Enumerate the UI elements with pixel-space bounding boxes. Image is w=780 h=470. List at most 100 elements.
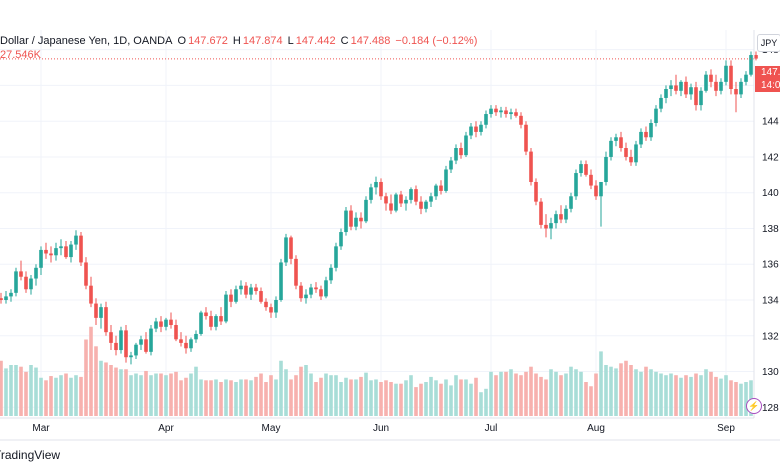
candle [714, 74, 718, 97]
volume-bar [114, 367, 118, 416]
candle-body [554, 214, 558, 224]
volume-bar [224, 379, 228, 416]
tradingview-logo: TradingView [0, 448, 61, 462]
candle [674, 74, 678, 95]
volume-bar [409, 375, 413, 416]
candle-body [279, 262, 283, 300]
candle [314, 282, 318, 293]
candle-body [144, 339, 148, 352]
candle [274, 296, 278, 318]
time-tick-label: Aug [587, 423, 605, 434]
candle-body [469, 126, 473, 136]
candle [309, 283, 313, 299]
candle-body [34, 267, 38, 279]
candle [694, 81, 698, 111]
candle [259, 287, 263, 304]
candle [589, 169, 593, 190]
candle [334, 242, 338, 272]
candle [614, 133, 618, 147]
volume-bar [194, 366, 198, 416]
volume-bar [584, 382, 588, 416]
volume-bar [604, 365, 608, 416]
candle-body [164, 319, 168, 327]
candle-body [474, 126, 478, 132]
volume-bar [349, 379, 353, 416]
candle-body [74, 235, 78, 245]
candle-body [749, 55, 753, 75]
candle-body [739, 81, 743, 95]
candle [299, 282, 303, 302]
price-axis: 148146144142140138136134132130128 [762, 45, 779, 414]
candle-body [419, 201, 423, 209]
candle [419, 196, 423, 215]
candle-body [649, 122, 653, 138]
volume-bar [134, 373, 138, 416]
volume-bar [424, 382, 428, 416]
candle [64, 240, 68, 259]
candle-body [504, 110, 508, 115]
candle-body [254, 287, 258, 292]
candle-body [179, 339, 183, 343]
volume-bar [29, 365, 33, 416]
candle [439, 180, 443, 195]
candle [109, 325, 113, 351]
candle-body [349, 210, 353, 227]
volume-bar [154, 373, 158, 416]
candle [39, 246, 43, 275]
price-tick-label: 144 [762, 117, 779, 128]
candle [664, 85, 668, 104]
candle [129, 351, 133, 365]
candle [244, 282, 248, 299]
candle-body [29, 278, 33, 290]
candle [504, 106, 508, 118]
candle [349, 205, 353, 231]
candle-body [284, 237, 288, 263]
currency-button[interactable]: JPY [757, 34, 780, 52]
candle [519, 112, 523, 129]
candle [739, 78, 743, 98]
candle [744, 71, 748, 86]
candle [174, 319, 178, 342]
candle [749, 51, 753, 77]
candle [489, 105, 493, 118]
volume-bar [429, 376, 433, 416]
lightning-icon[interactable]: ⚡ [746, 398, 762, 414]
volume-bar [89, 326, 93, 416]
candle [319, 285, 323, 300]
candle-body [704, 74, 708, 91]
volume-bar [9, 365, 13, 416]
volume-bar [614, 368, 618, 416]
volume-bar [384, 380, 388, 416]
candle [219, 307, 223, 326]
time-tick-label: Jul [485, 423, 498, 434]
candle [479, 121, 483, 136]
candle-body [354, 217, 358, 227]
candle-body [4, 296, 8, 300]
candle [74, 230, 78, 250]
candle [54, 242, 58, 261]
volume-bar [334, 375, 338, 416]
candle-body [0, 298, 3, 300]
candle-body [619, 137, 623, 149]
volume-bar [649, 369, 653, 416]
candle-body [204, 312, 208, 317]
volume-bar [279, 360, 283, 416]
low-value: 147.442 [295, 35, 336, 47]
volume-bar [414, 387, 418, 416]
volume-bar [264, 382, 268, 416]
candle [544, 214, 548, 238]
volume-bar [599, 351, 603, 416]
volume-bar [229, 380, 233, 416]
candle-body [314, 287, 318, 290]
volume-bar [544, 379, 548, 416]
candle [119, 326, 123, 354]
candle-body [714, 81, 718, 91]
countdown-value: 14:08 [761, 80, 780, 91]
candle-body [159, 321, 163, 327]
high-value: 147.874 [242, 35, 283, 47]
candle [379, 178, 383, 200]
candle [374, 176, 378, 195]
volume-bar [69, 377, 73, 416]
volume-bar [709, 371, 713, 416]
